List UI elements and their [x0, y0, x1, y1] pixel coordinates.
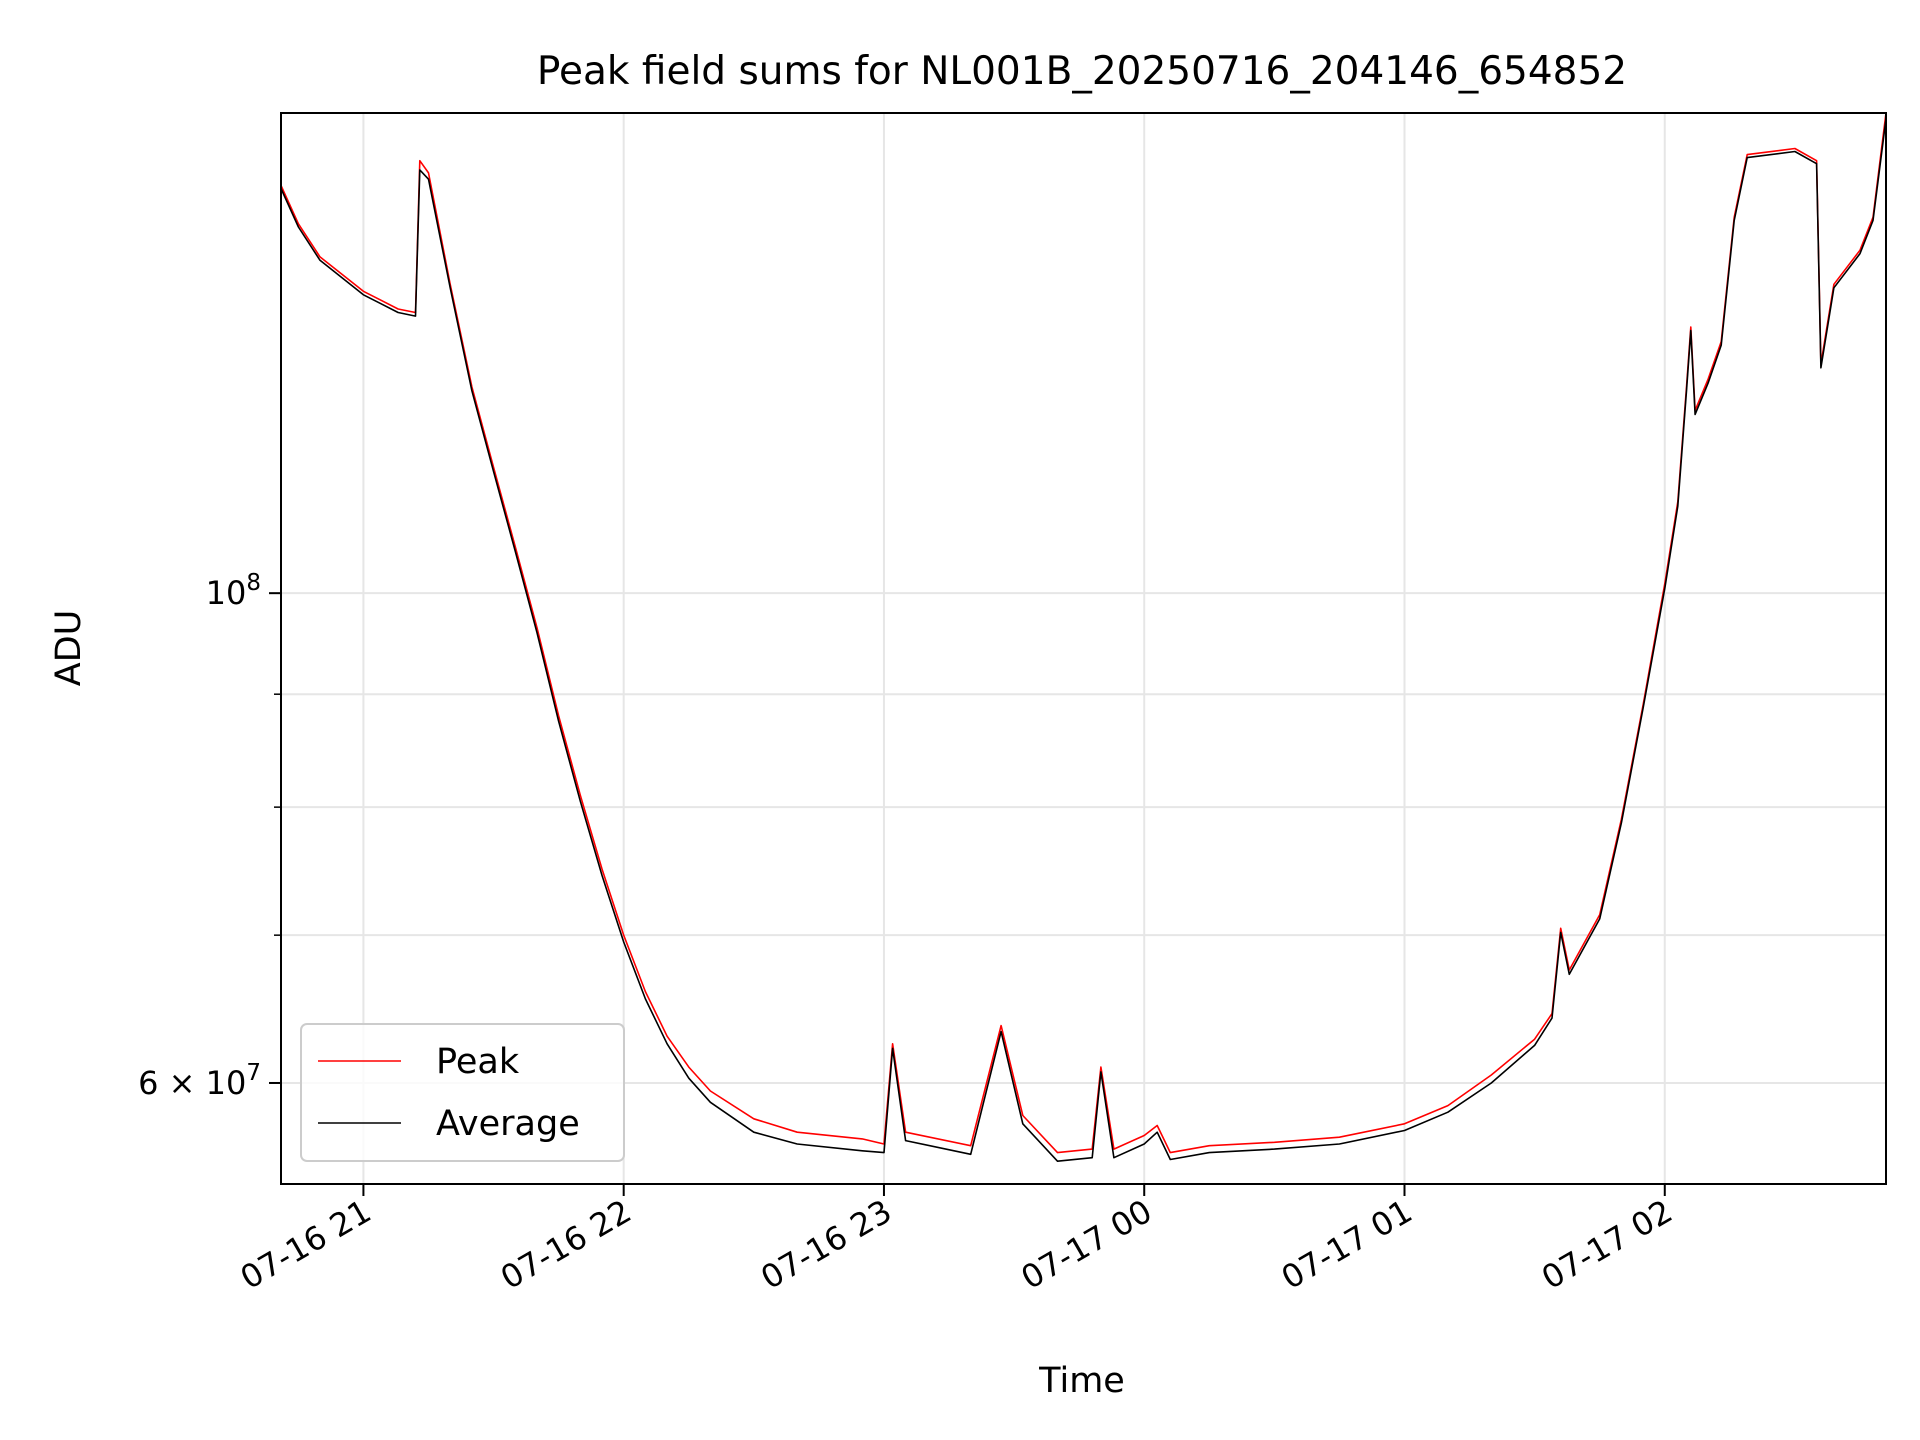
plot-frame [280, 112, 1887, 1185]
y-tick-label: 6 × 107 [138, 1060, 261, 1102]
legend-label-average: Average [436, 1104, 580, 1144]
series-line-average [280, 118, 1887, 1162]
series-lines [280, 112, 1887, 1162]
y-axis-label: ADU [49, 610, 89, 687]
y-tick-mantissa: 6 × [138, 1064, 206, 1102]
y-tick-label: 108 [206, 570, 261, 612]
y-tick-base: 10 [206, 574, 247, 612]
legend-box [300, 1023, 625, 1162]
x-axis-label: Time [1038, 1361, 1125, 1401]
y-tick-exponent: 8 [246, 570, 261, 596]
y-tick-exponent: 7 [246, 1060, 261, 1086]
y-tick-base: 10 [206, 1064, 247, 1102]
plot-area [281, 113, 1886, 1184]
legend: Peak Average [300, 1023, 625, 1162]
series-line-peak [280, 112, 1887, 1154]
chart-title: Peak field sums for NL001B_20250716_2041… [537, 49, 1627, 94]
legend-label-peak: Peak [436, 1042, 520, 1082]
